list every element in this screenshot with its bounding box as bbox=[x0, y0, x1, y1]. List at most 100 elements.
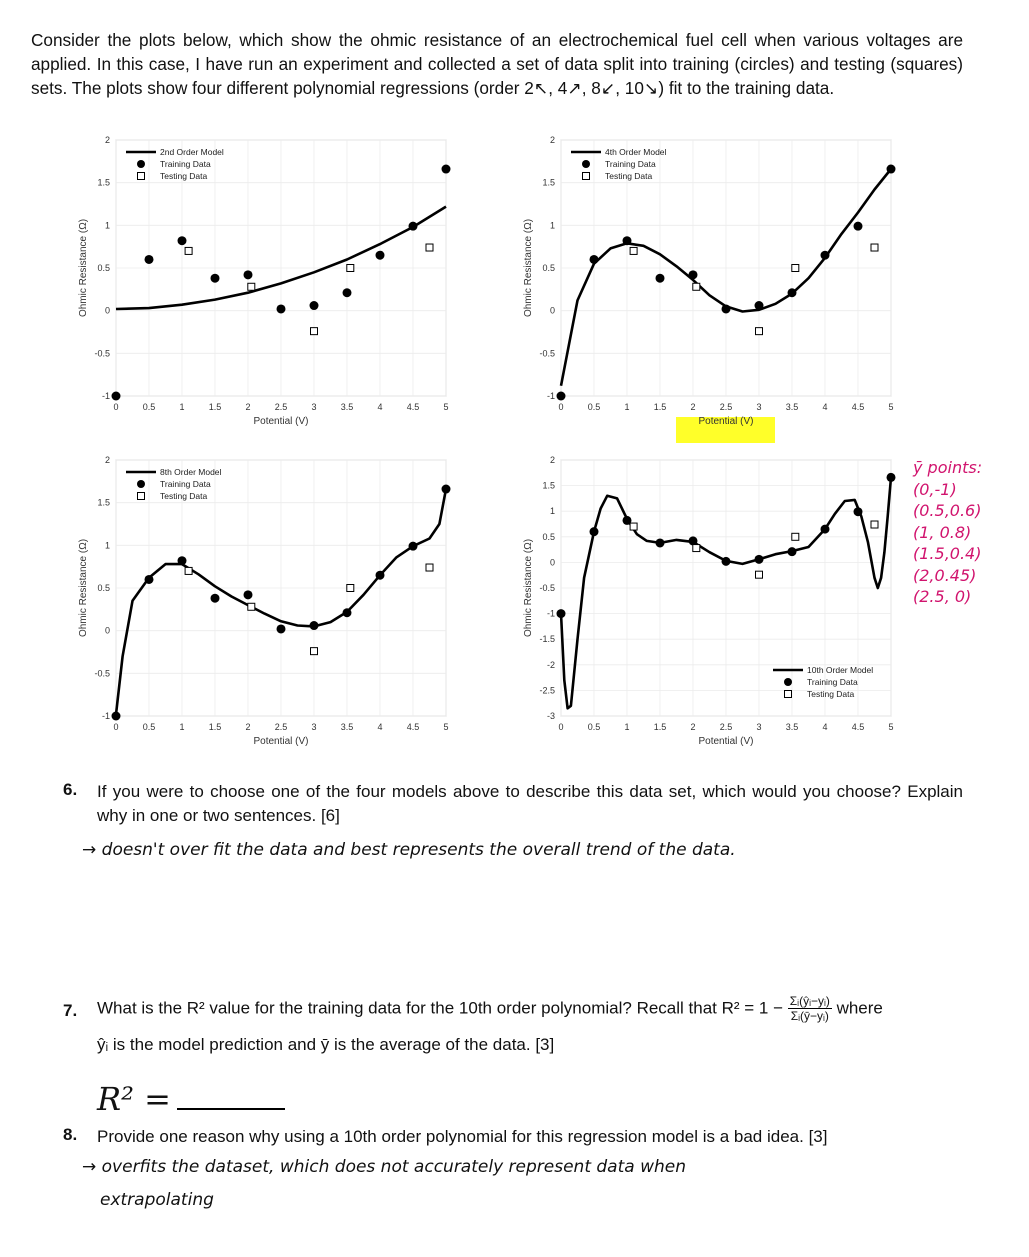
x-tick-label: 1 bbox=[624, 722, 629, 732]
training-point bbox=[886, 164, 896, 174]
legend-entry: 10th Order Model bbox=[807, 665, 873, 675]
x-tick-label: 0.5 bbox=[588, 402, 601, 412]
y-tick-label: 1.5 bbox=[542, 481, 555, 491]
testing-point bbox=[755, 327, 763, 336]
legend-entry: 2nd Order Model bbox=[160, 147, 224, 157]
training-point bbox=[589, 254, 599, 264]
y-tick-label: -1 bbox=[102, 711, 110, 721]
training-point bbox=[309, 301, 319, 311]
question-7-text-a: What is the R² value for the training da… bbox=[97, 998, 784, 1018]
x-tick-label: 2.5 bbox=[275, 722, 288, 732]
training-point bbox=[210, 593, 220, 603]
testing-point bbox=[310, 327, 318, 336]
x-axis-label: Potential (V) bbox=[698, 736, 753, 747]
y-tick-label: 0.5 bbox=[97, 263, 110, 273]
y-tick-label: 2 bbox=[550, 455, 555, 465]
question-7-number: 7. bbox=[63, 1001, 78, 1020]
y-tick-label: 0 bbox=[105, 626, 110, 636]
x-tick-label: 4.5 bbox=[407, 722, 420, 732]
answer-blank[interactable] bbox=[176, 1104, 285, 1110]
x-tick-label: 1.5 bbox=[209, 722, 222, 732]
y-axis-label: Ohmic Resistance (Ω) bbox=[523, 219, 534, 317]
x-tick-label: 0 bbox=[113, 722, 118, 732]
testing-point bbox=[425, 563, 434, 572]
plot-order-4: 0 0.5 1 1.5 2 2.5 3 3.5 4 4.5 5 -1 -0.5 0 0.5 1 1.5 2 Pote… bbox=[515, 132, 905, 442]
training-point bbox=[309, 621, 319, 631]
x-axis-label: Potential (V) bbox=[698, 416, 753, 427]
question-6-answer: → doesn't over fit the data and best rep… bbox=[82, 840, 736, 860]
training-point bbox=[787, 288, 797, 298]
y-tick-label: -2 bbox=[547, 660, 555, 670]
question-8-answer-line1: → overfits the dataset, which does not a… bbox=[82, 1157, 686, 1177]
y-tick-label: 0 bbox=[550, 306, 555, 316]
training-point bbox=[144, 254, 154, 264]
training-point bbox=[886, 472, 896, 482]
x-tick-label: 4 bbox=[822, 402, 827, 412]
training-point bbox=[556, 609, 566, 619]
y-tick-label: 2 bbox=[550, 135, 555, 145]
chart-svg-0: 0 0.5 1 1.5 2 2.5 3 3.5 4 4.5 5-1-0.500.511.52Pote… bbox=[78, 135, 451, 427]
x-tick-label: 3 bbox=[311, 722, 316, 732]
y-tick-label: 0.5 bbox=[542, 263, 555, 273]
x-axis-label: Potential (V) bbox=[253, 416, 308, 427]
x-tick-label: 2 bbox=[690, 722, 695, 732]
question-7-text-c: ŷᵢ is the model prediction and ȳ is the … bbox=[97, 1035, 555, 1054]
r2-answer-line: R² = bbox=[97, 1080, 285, 1118]
training-point bbox=[589, 527, 599, 537]
testing-point bbox=[310, 647, 318, 656]
y-axis-label: Ohmic Resistance (Ω) bbox=[523, 539, 534, 637]
y-tick-label: -2.5 bbox=[539, 685, 555, 695]
y-tick-label: -1 bbox=[547, 609, 555, 619]
question-7-text-b: where bbox=[836, 998, 883, 1018]
y-tick-label: -1 bbox=[547, 391, 555, 401]
x-tick-label: 1 bbox=[179, 722, 184, 732]
training-point bbox=[441, 164, 451, 174]
y-point: (0,-1) bbox=[913, 479, 957, 499]
training-point bbox=[853, 221, 863, 231]
training-point bbox=[408, 541, 418, 551]
training-point bbox=[688, 270, 698, 280]
training-point bbox=[342, 288, 352, 298]
y-point: (0.5,0.6) bbox=[913, 501, 982, 520]
x-tick-label: 5 bbox=[888, 722, 893, 732]
x-tick-label: 0 bbox=[558, 722, 563, 732]
y-tick-label: -1 bbox=[102, 391, 110, 401]
legend-entry: Training Data bbox=[160, 159, 211, 169]
training-point bbox=[721, 556, 731, 566]
question-8-text: Provide one reason why using a 10th orde… bbox=[97, 1127, 828, 1146]
y-tick-label: 2 bbox=[105, 455, 110, 465]
legend-entry: Training Data bbox=[807, 677, 858, 687]
training-point bbox=[177, 236, 187, 246]
training-point bbox=[144, 574, 154, 584]
testing-point bbox=[692, 544, 701, 553]
chart-svg-2: 0 0.5 1 1.5 2 2.5 3 3.5 4 4.5 5-1-0.500.511.52Pote… bbox=[78, 455, 451, 747]
model-curve bbox=[115, 205, 447, 311]
training-point bbox=[820, 524, 830, 534]
x-tick-label: 0 bbox=[113, 402, 118, 412]
chart-svg-3: 0 0.5 1 1.5 2 2.5 3 3.5 4 4.5 5 -3 -2.5 -2 -1.5 -1 -0.5 0… bbox=[523, 455, 896, 747]
training-point bbox=[820, 250, 830, 260]
y-points-title: ȳ points: bbox=[913, 458, 983, 477]
y-tick-label: 0.5 bbox=[97, 583, 110, 593]
testing-point bbox=[870, 520, 879, 529]
x-tick-label: 2 bbox=[245, 402, 250, 412]
training-point bbox=[622, 236, 632, 246]
y-tick-label: -0.5 bbox=[94, 668, 110, 678]
training-point bbox=[622, 515, 632, 525]
model-curve bbox=[114, 488, 448, 715]
x-tick-label: 3 bbox=[756, 402, 761, 412]
testing-point bbox=[791, 264, 800, 272]
y-tick-label: 1.5 bbox=[97, 178, 110, 188]
x-tick-label: 1 bbox=[179, 402, 184, 412]
y-point: (1, 0.8) bbox=[913, 522, 972, 542]
y-tick-label: 2 bbox=[105, 135, 110, 145]
x-tick-label: 5 bbox=[443, 722, 448, 732]
x-tick-label: 4 bbox=[822, 722, 827, 732]
y-tick-label: 1 bbox=[550, 220, 555, 230]
training-point bbox=[408, 221, 418, 231]
training-point bbox=[276, 304, 286, 314]
x-tick-label: 0.5 bbox=[588, 722, 601, 732]
x-tick-label: 2.5 bbox=[275, 402, 288, 412]
testing-point bbox=[425, 243, 434, 252]
training-point bbox=[375, 570, 385, 580]
